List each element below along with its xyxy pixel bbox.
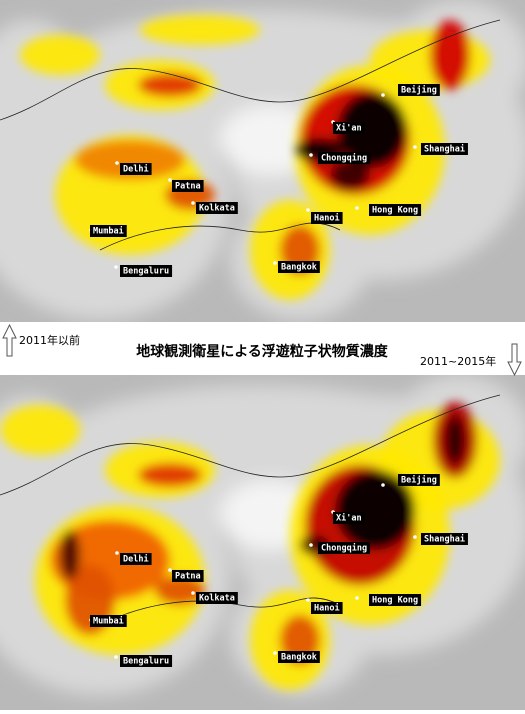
- aerosol-blob: [337, 92, 407, 168]
- aerosol-blob: [430, 20, 470, 90]
- city-label: Kolkata: [199, 204, 235, 214]
- city-label-box: [278, 261, 320, 273]
- aerosol-blob: [138, 463, 202, 487]
- city-label-box: [90, 225, 127, 237]
- city-dot: [413, 535, 417, 539]
- city-dot: [355, 596, 359, 600]
- aerosol-blob: [330, 160, 370, 190]
- city-label-box: [369, 594, 422, 606]
- city-label: Patna: [175, 572, 201, 582]
- city-label-box: [196, 202, 238, 214]
- city-label-box: [398, 84, 440, 96]
- city-label: Hong Kong: [372, 596, 418, 606]
- city-label: Shanghai: [424, 534, 465, 545]
- city-label: Chongqing: [321, 153, 367, 164]
- land-area: [220, 105, 320, 175]
- city-label: Beijing: [401, 475, 437, 486]
- city-label-box: [120, 265, 173, 277]
- city-label: Bangkok: [281, 263, 317, 273]
- city-dot: [273, 651, 277, 655]
- city-label: Shanghai: [424, 144, 465, 155]
- city-dot: [381, 93, 385, 97]
- border: [0, 394, 501, 626]
- city-label: Mumbai: [93, 226, 124, 237]
- map-bottom: Beijing Xi'an Chongqing Shanghai Delhi Patna K…: [0, 375, 525, 710]
- city-label-box: [311, 602, 343, 614]
- city-label: Bengaluru: [123, 657, 169, 667]
- city-dot: [355, 206, 359, 210]
- city-label: Mumbai: [93, 616, 124, 627]
- city-dot: [114, 265, 118, 269]
- city-label: Delhi: [123, 554, 149, 565]
- aerosol-blob: [370, 30, 490, 90]
- aerosol-blob: [445, 415, 465, 465]
- city-dot: [309, 543, 313, 547]
- city-dot: [168, 568, 172, 572]
- city-label-box: [398, 474, 440, 486]
- map-top: Beijing Xi'an Chongqing Shanghai Delhi Patna K…: [0, 0, 525, 322]
- arrow-down: [507, 343, 522, 377]
- aerosol-blob: [60, 530, 80, 580]
- city-dot: [381, 483, 385, 487]
- city-label-box: [318, 152, 371, 164]
- title: 地球観測衛星による浮遊粒子状物質濃度: [136, 343, 389, 360]
- city-label: Chongqing: [321, 543, 367, 554]
- city-label: Bengaluru: [123, 267, 169, 277]
- city-label-box: [333, 512, 365, 524]
- city-dot: [168, 178, 172, 182]
- city-dot: [115, 551, 119, 555]
- city-label: Hanoi: [314, 213, 340, 224]
- city-dot: [306, 598, 310, 602]
- city-label: Kolkata: [199, 594, 235, 604]
- city-dot: [413, 145, 417, 149]
- aerosol-blob: [20, 35, 100, 75]
- city-label: Xi'an: [336, 513, 362, 524]
- city-label: Xi'an: [336, 123, 362, 134]
- arrow-up: [2, 323, 17, 357]
- city-label-box: [120, 655, 173, 667]
- city-label: Delhi: [123, 164, 149, 175]
- border: [0, 19, 501, 251]
- city-label-box: [369, 204, 422, 216]
- aerosol-layer: [20, 15, 490, 300]
- bottom-map-label: 2011~2015年: [420, 354, 496, 368]
- city-label-box: [120, 553, 152, 565]
- city-label-box: [421, 533, 468, 545]
- city-label: Beijing: [401, 85, 437, 96]
- aerosol-blob: [140, 15, 260, 45]
- city-label-box: [333, 122, 365, 134]
- aerosol-blob: [155, 575, 205, 605]
- city-label-box: [172, 570, 204, 582]
- city-dot: [309, 153, 313, 157]
- city-label-box: [172, 180, 204, 192]
- city-dot: [191, 201, 195, 205]
- city-dot: [306, 208, 310, 212]
- aerosol-blob: [75, 140, 185, 180]
- aerosol-blob: [335, 470, 415, 550]
- aerosol-blob: [0, 405, 80, 455]
- city-label-box: [196, 592, 238, 604]
- city-label-box: [120, 163, 152, 175]
- city-dot: [115, 161, 119, 165]
- city-label-box: [318, 542, 371, 554]
- city-label: Patna: [175, 182, 201, 192]
- city-label-box: [90, 615, 127, 627]
- city-label: Bangkok: [281, 653, 317, 663]
- city-label: Hanoi: [314, 603, 340, 614]
- city-label: Hong Kong: [372, 206, 418, 216]
- city-label-box: [421, 143, 468, 155]
- top-map-label: 2011年以前: [19, 333, 80, 347]
- caption-band: [0, 322, 525, 375]
- city-dot: [191, 591, 195, 595]
- city-dot: [114, 655, 118, 659]
- city-dot: [273, 261, 277, 265]
- aerosol-blob: [138, 73, 202, 97]
- city-label-box: [278, 651, 320, 663]
- city-label-box: [311, 212, 343, 224]
